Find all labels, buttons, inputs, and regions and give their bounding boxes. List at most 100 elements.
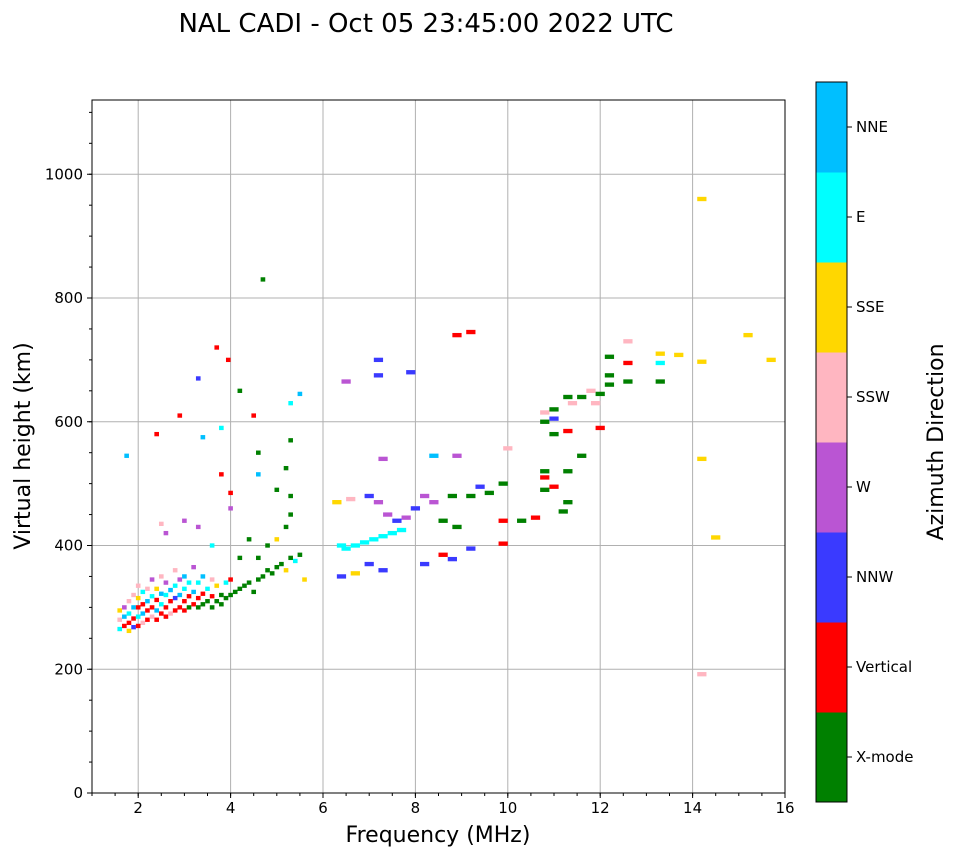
data-point-sse xyxy=(302,577,307,582)
colorbar-label: Azimuth Direction xyxy=(924,343,949,540)
data-point-x-mode xyxy=(595,391,605,397)
data-point-x-mode xyxy=(265,543,270,548)
data-point-ssw xyxy=(567,401,578,406)
data-point-sse xyxy=(711,535,721,540)
colorbar-tick-label: SSE xyxy=(856,298,885,316)
data-point-sse xyxy=(154,586,159,591)
data-point-vertical xyxy=(154,431,159,437)
data-point-vertical xyxy=(145,608,150,613)
data-point-e xyxy=(288,401,293,406)
data-point-x-mode xyxy=(274,564,280,570)
data-point-x-mode xyxy=(283,524,289,530)
x-tick-label: 10 xyxy=(498,799,517,817)
data-point-x-mode xyxy=(563,500,573,505)
data-point-vertical xyxy=(540,475,550,480)
data-point-w xyxy=(341,379,351,384)
data-point-x-mode xyxy=(214,599,220,604)
data-point-w xyxy=(182,518,187,523)
data-point-w xyxy=(383,512,393,517)
data-point-x-mode xyxy=(283,465,289,471)
data-point-x-mode xyxy=(577,453,587,458)
data-point-x-mode xyxy=(265,568,270,573)
data-point-x-mode xyxy=(604,382,615,387)
data-point-x-mode xyxy=(549,407,559,412)
data-point-nnw xyxy=(373,373,384,378)
colorbar-tick-label: W xyxy=(856,478,871,496)
data-point-nne xyxy=(140,611,146,616)
colorbar-frame xyxy=(815,81,848,803)
data-point-x-mode xyxy=(246,580,252,585)
data-point-x-mode xyxy=(438,518,448,523)
data-point-w xyxy=(163,580,169,585)
data-point-e xyxy=(336,543,347,548)
data-point-e xyxy=(359,540,370,545)
data-point-sse xyxy=(697,359,707,364)
data-point-x-mode xyxy=(260,574,266,579)
data-point-nne xyxy=(297,391,303,397)
data-point-nnw xyxy=(420,561,430,567)
data-point-x-mode xyxy=(549,431,559,437)
data-point-vertical xyxy=(182,599,187,604)
data-point-x-mode xyxy=(623,379,633,384)
data-point-ssw xyxy=(540,410,550,415)
data-point-e xyxy=(223,580,229,585)
data-point-vertical xyxy=(498,518,508,523)
data-point-w xyxy=(122,605,127,610)
colorbar-swatch xyxy=(816,442,847,533)
data-point-nnw xyxy=(172,595,178,601)
data-point-ssw xyxy=(140,620,146,626)
data-point-sse xyxy=(743,332,753,338)
data-point-e xyxy=(163,592,169,598)
data-point-vertical xyxy=(126,620,132,626)
data-point-x-mode xyxy=(256,555,261,561)
colorbar-tick-label: Vertical xyxy=(856,658,912,676)
data-point-x-mode xyxy=(251,589,257,595)
data-point-sse xyxy=(332,500,342,505)
data-point-vertical xyxy=(177,605,183,610)
data-point-sse xyxy=(697,196,707,202)
data-point-ssw xyxy=(503,446,513,451)
data-point-ssw xyxy=(135,583,141,588)
data-point-e xyxy=(396,527,407,533)
plot-frame xyxy=(91,99,786,794)
data-point-vertical xyxy=(225,357,231,363)
data-point-nne xyxy=(200,435,206,440)
data-point-w xyxy=(177,577,183,582)
data-point-nne xyxy=(122,614,127,619)
data-point-x-mode xyxy=(466,493,476,499)
data-point-x-mode xyxy=(219,592,224,598)
y-tick-label: 1000 xyxy=(45,165,83,183)
colorbar-swatch xyxy=(816,712,847,803)
data-point-nne xyxy=(168,587,173,593)
data-point-x-mode xyxy=(223,595,229,601)
colorbar-swatch xyxy=(816,82,847,173)
data-point-vertical xyxy=(149,605,155,610)
data-point-vertical xyxy=(214,345,220,350)
data-point-ssw xyxy=(209,577,215,582)
data-point-vertical xyxy=(168,599,173,604)
data-point-x-mode xyxy=(237,388,243,393)
data-point-e xyxy=(292,558,298,564)
data-point-x-mode xyxy=(604,354,615,359)
data-point-ssw xyxy=(623,339,633,344)
data-point-vertical xyxy=(131,616,136,621)
data-point-vertical xyxy=(228,577,233,582)
y-tick-label: 0 xyxy=(73,784,83,802)
data-point-vertical xyxy=(452,332,462,338)
data-point-e xyxy=(378,534,388,539)
data-point-ssw xyxy=(697,672,707,677)
data-point-nne xyxy=(177,592,183,598)
data-point-vertical xyxy=(135,623,141,629)
colorbar-tick-label: E xyxy=(856,208,865,226)
data-point-x-mode xyxy=(498,481,508,486)
data-point-x-mode xyxy=(232,589,238,595)
data-point-w xyxy=(228,506,233,511)
colorbar: X-mode Vertical NNW W SSW SSE E NNE xyxy=(815,81,913,803)
data-point-x-mode xyxy=(274,487,280,492)
data-point-vertical xyxy=(200,591,206,596)
data-point-x-mode xyxy=(256,450,261,455)
data-point-x-mode xyxy=(186,605,192,610)
data-point-vertical xyxy=(228,490,233,496)
data-point-sse xyxy=(135,595,141,601)
